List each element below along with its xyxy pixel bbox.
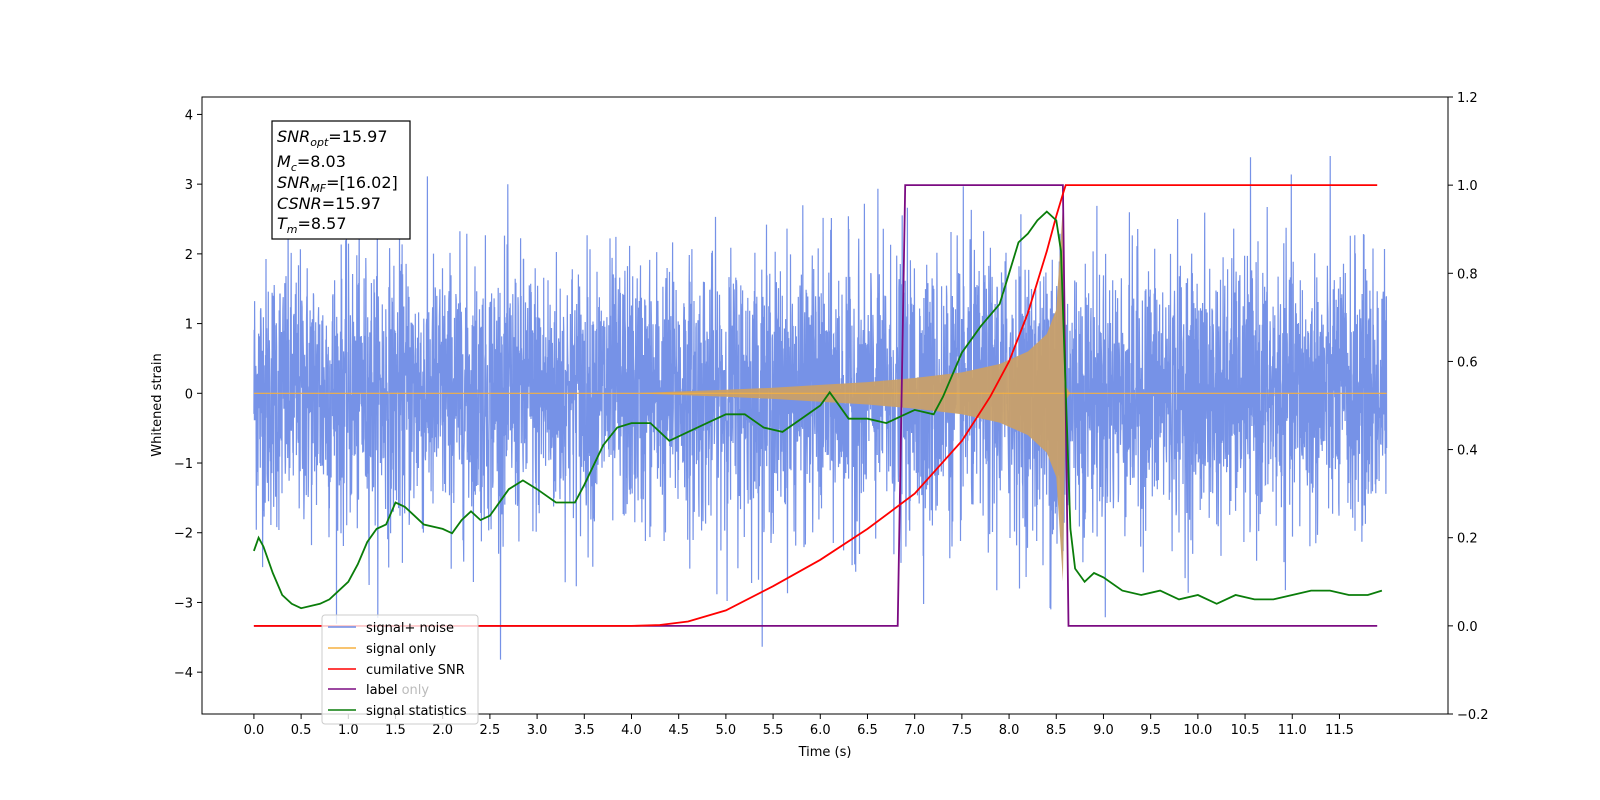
legend-label-signal: signal only (366, 642, 436, 657)
info-tm: Tm=8.57 (277, 214, 347, 236)
x-tick-label: 7.5 (952, 723, 973, 738)
x-tick-label: 10.5 (1231, 723, 1260, 738)
x-tick-label: 2.0 (432, 723, 453, 738)
y-tick-label: 0 (185, 387, 193, 402)
x-tick-label: 4.0 (621, 723, 642, 738)
y2-tick-label: 0.0 (1457, 620, 1478, 635)
y-axis-title: Whitened strain (150, 353, 165, 456)
x-tick-label: 1.5 (385, 723, 406, 738)
x-tick-label: 9.0 (1093, 723, 1114, 738)
y-tick-label: 4 (185, 108, 193, 123)
y2-tick-label: 0.2 (1457, 532, 1478, 547)
y-tick-label: 3 (185, 178, 193, 193)
x-tick-label: 4.5 (668, 723, 689, 738)
y-tick-label: 1 (185, 318, 193, 333)
x-tick-label: 10.0 (1183, 723, 1212, 738)
series-signal-only (253, 205, 1387, 582)
y-axis-left: 4 3 2 1 0 −1 −2 −3 −4 (174, 108, 202, 681)
series-label (253, 184, 1378, 627)
x-tick-label: 0.5 (291, 723, 312, 738)
x-tick-label: 2.5 (480, 723, 501, 738)
x-tick-label: 6.0 (810, 723, 831, 738)
y2-tick-label: −0.2 (1457, 708, 1489, 723)
y2-tick-label: 1.0 (1457, 179, 1478, 194)
info-csnr: CSNR=15.97 (277, 194, 381, 213)
noise-line (253, 155, 1388, 660)
y2-tick-label: 0.4 (1457, 444, 1478, 459)
x-tick-label: 9.5 (1140, 723, 1161, 738)
legend-ghost-label: label only (366, 683, 429, 698)
y-axis-right: 1.2 1.0 0.8 0.6 0.4 0.2 0.0 −0.2 (1448, 91, 1489, 723)
x-tick-label: 5.0 (716, 723, 737, 738)
y2-tick-label: 1.2 (1457, 91, 1478, 106)
legend-label-stats: signal statistics (366, 704, 467, 719)
x-tick-label: 3.0 (527, 723, 548, 738)
x-tick-label: 7.0 (904, 723, 925, 738)
legend-label-label: label (366, 683, 397, 698)
info-box: SNRopt=15.97 Mc=8.03 SNRMF=[16.02] CSNR=… (271, 120, 411, 240)
info-mc: Mc=8.03 (277, 152, 346, 174)
info-snr-opt: SNRopt=15.97 (277, 127, 388, 149)
legend-frame (321, 614, 479, 725)
info-snr-mf: SNRMF=[16.02] (277, 173, 398, 195)
x-tick-label: 6.5 (857, 723, 878, 738)
x-tick-label: 8.5 (1046, 723, 1067, 738)
info-box-frame (271, 120, 411, 240)
x-tick-label: 11.5 (1325, 723, 1354, 738)
legend-label-snr: cumilative SNR (366, 663, 465, 678)
y-tick-label: −2 (174, 527, 193, 542)
series-signal-noise (253, 155, 1388, 660)
x-tick-label: 11.0 (1278, 723, 1307, 738)
x-axis-title: Time (s) (798, 745, 852, 760)
x-tick-label: 1.0 (338, 723, 359, 738)
y2-tick-label: 0.8 (1457, 267, 1478, 282)
y2-tick-label: 0.6 (1457, 355, 1478, 370)
legend: label only signal+ noise signal only cum… (321, 614, 479, 725)
x-tick-label: 5.5 (763, 723, 784, 738)
y-tick-label: 2 (185, 248, 193, 263)
series-signal-statistics (253, 210, 1383, 610)
plot-frame (201, 96, 1449, 715)
x-axis: 0.0 0.5 1.0 1.5 2.0 2.5 3.0 3.5 4.0 4.5 5.0 5.5 6.0 6… (244, 714, 1354, 738)
series-cumulative-snr (253, 184, 1378, 627)
x-tick-label: 8.0 (999, 723, 1020, 738)
y-tick-label: −4 (174, 666, 193, 681)
y-tick-label: −1 (174, 457, 193, 472)
x-tick-label: 3.5 (574, 723, 595, 738)
y-tick-label: −3 (174, 596, 193, 611)
legend-label-noise: signal+ noise (366, 621, 454, 636)
x-tick-label: 0.0 (244, 723, 265, 738)
